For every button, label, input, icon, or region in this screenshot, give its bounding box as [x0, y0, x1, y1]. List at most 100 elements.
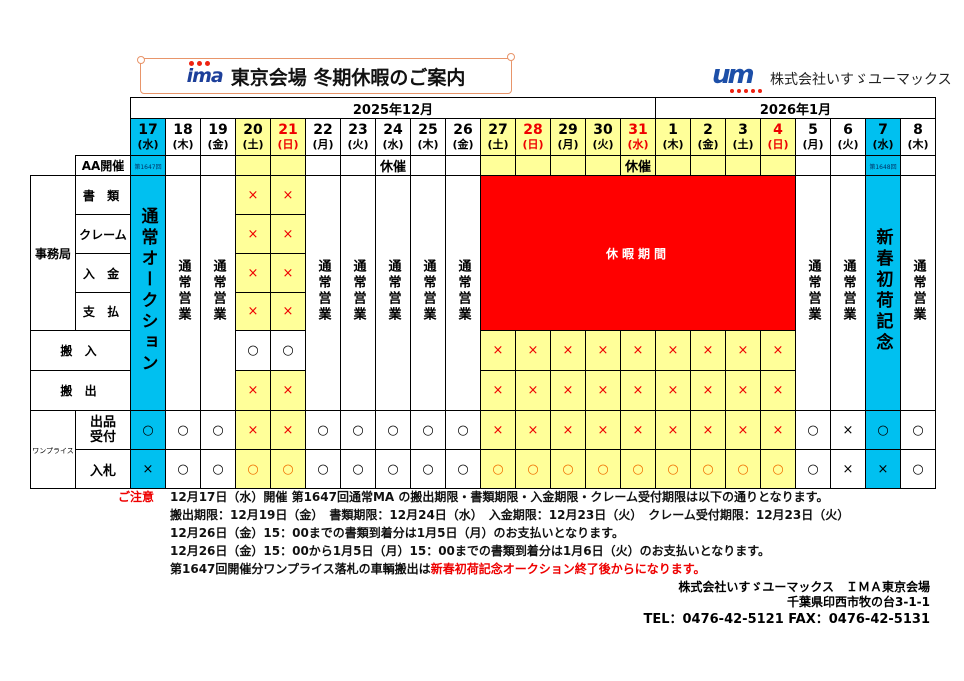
- status-mark-cross-text: ×: [737, 422, 749, 438]
- day-status-merged: 通常オークション: [130, 175, 166, 411]
- status-mark-cross-text: ×: [247, 304, 259, 319]
- status-mark-cross-text: ×: [247, 187, 259, 203]
- company-logo-dots: [730, 89, 762, 95]
- status-mark-cross: ×: [480, 330, 516, 371]
- aa-status: [165, 155, 201, 176]
- status-mark-cross: ×: [480, 410, 516, 450]
- status-mark-cross: ×: [515, 410, 551, 450]
- status-mark-cross-text: ×: [702, 343, 714, 358]
- status-mark-circle-text: ○: [142, 422, 154, 438]
- status-mark-cross-text: ×: [282, 304, 294, 319]
- day-status-merged-text: 通常営業: [210, 259, 226, 323]
- day-of-week: (水): [627, 138, 649, 151]
- status-mark-cross-text: ×: [772, 422, 784, 438]
- status-mark-circle: ○: [655, 449, 691, 489]
- status-mark-cross: ×: [620, 330, 656, 371]
- label-aa-text: AA開催: [81, 159, 125, 173]
- day-number: 6: [843, 122, 853, 138]
- status-mark-cross: ×: [620, 410, 656, 450]
- status-mark-cross-text: ×: [282, 422, 294, 438]
- label-office: 事務局: [30, 175, 76, 331]
- label-bid: 入札: [75, 449, 131, 489]
- day-status-merged: 通常営業: [900, 175, 936, 411]
- status-mark-circle-text: ○: [807, 422, 819, 438]
- table-row: クレーム × ×: [31, 214, 936, 254]
- day-number: 22: [313, 122, 333, 138]
- day-of-week: (木): [662, 138, 684, 151]
- status-mark-cross: ×: [550, 410, 586, 450]
- aa-status: [795, 155, 831, 176]
- day-header-31: 31 (水): [620, 118, 656, 156]
- holiday-period-block: 休暇期間: [480, 175, 796, 331]
- status-mark-circle: ○: [795, 410, 831, 450]
- status-mark-circle-text: ○: [247, 343, 259, 358]
- aa-status: 第1648回: [865, 155, 901, 176]
- status-mark-circle: ○: [795, 449, 831, 489]
- day-number: 2: [703, 122, 713, 138]
- day-of-week: (水): [872, 138, 894, 151]
- aa-status-text: 休催: [379, 160, 406, 175]
- status-mark-circle: ○: [200, 410, 236, 450]
- status-mark-circle-text: ○: [317, 461, 329, 477]
- status-mark-cross: ×: [480, 370, 516, 411]
- label-office-row: クレーム: [75, 214, 131, 254]
- table-row: 搬 出 × × × × × × × × × × ×: [30, 370, 936, 411]
- status-mark-cross: ×: [830, 449, 866, 489]
- day-number: 23: [348, 122, 368, 138]
- label-office-row-text: クレーム: [79, 227, 127, 242]
- status-mark-circle: ○: [410, 449, 446, 489]
- status-mark-circle: ○: [725, 449, 761, 489]
- status-mark-cross: ×: [270, 410, 306, 450]
- status-mark-cross-text: ×: [597, 383, 609, 398]
- aa-status-text: 第1648回: [869, 164, 897, 171]
- status-mark-cross: ×: [690, 370, 726, 411]
- status-mark-cross: ×: [550, 330, 586, 371]
- schedule-table: 2025年12月 2026年1月 17 (水) 18 (木) 19 (金) 20 (土) 21 (日)…: [30, 97, 936, 489]
- notes-heading: ご注意: [118, 490, 155, 504]
- aa-status: [480, 155, 516, 176]
- status-mark-cross: ×: [690, 330, 726, 371]
- table-row: 搬 入 ○ ○ × × × × × × × × ×: [30, 330, 936, 371]
- status-mark-circle-text: ○: [387, 461, 399, 477]
- day-header-26: 26 (金): [445, 118, 481, 156]
- status-mark-circle: ○: [445, 449, 481, 489]
- status-mark-cross: ×: [725, 370, 761, 411]
- status-mark-circle: ○: [305, 449, 341, 489]
- aa-status: [550, 155, 586, 176]
- status-mark-cross: ×: [270, 175, 306, 215]
- day-header-28: 28 (日): [515, 118, 551, 156]
- status-mark-circle: ○: [760, 449, 796, 489]
- label-aa: AA開催: [75, 155, 131, 176]
- day-of-week: (木): [907, 138, 929, 151]
- aa-status: 第1647回: [130, 155, 166, 176]
- note-line: 12月17日（水）開催 第1647回通常MA の搬出期限・書類期限・入金期限・ク…: [170, 490, 829, 504]
- status-mark-circle: ○: [445, 410, 481, 450]
- status-mark-cross: ×: [655, 410, 691, 450]
- aa-status: [585, 155, 621, 176]
- day-header-22: 22 (月): [305, 118, 341, 156]
- status-mark-cross-text: ×: [737, 383, 749, 398]
- status-mark-cross: ×: [830, 410, 866, 450]
- status-mark-circle-text: ○: [457, 422, 469, 438]
- note-line: 12月26日（金）15：00から1月5日（月）15：00までの書類到着分は1月6…: [170, 544, 771, 558]
- label-office-row-text: 入 金: [82, 266, 124, 281]
- status-mark-circle: ○: [200, 449, 236, 489]
- status-mark-cross-text: ×: [632, 383, 644, 398]
- status-mark-circle-text: ○: [597, 461, 609, 477]
- status-mark-circle: ○: [305, 410, 341, 450]
- day-number: 4: [773, 122, 783, 138]
- day-of-week: (金): [697, 138, 719, 151]
- status-mark-circle-text: ○: [422, 461, 434, 477]
- month-header-text: 2026年1月: [759, 102, 832, 118]
- status-mark-circle-text: ○: [772, 461, 784, 477]
- day-status-merged: 新春初荷記念: [865, 175, 901, 411]
- table-row: 事務局 書 類通常オークション 通常営業 通常営業 × × 通常営業 通常営業 通常営業 通常営業…: [30, 175, 936, 411]
- status-mark-cross: ×: [760, 370, 796, 411]
- day-header-20: 20 (土): [235, 118, 271, 156]
- status-mark-cross-text: ×: [772, 343, 784, 358]
- status-mark-circle-text: ○: [667, 461, 679, 477]
- status-mark-circle: ○: [515, 449, 551, 489]
- day-number: 8: [913, 122, 923, 138]
- day-status-merged: 通常営業: [165, 175, 201, 411]
- status-mark-circle-text: ○: [317, 422, 329, 438]
